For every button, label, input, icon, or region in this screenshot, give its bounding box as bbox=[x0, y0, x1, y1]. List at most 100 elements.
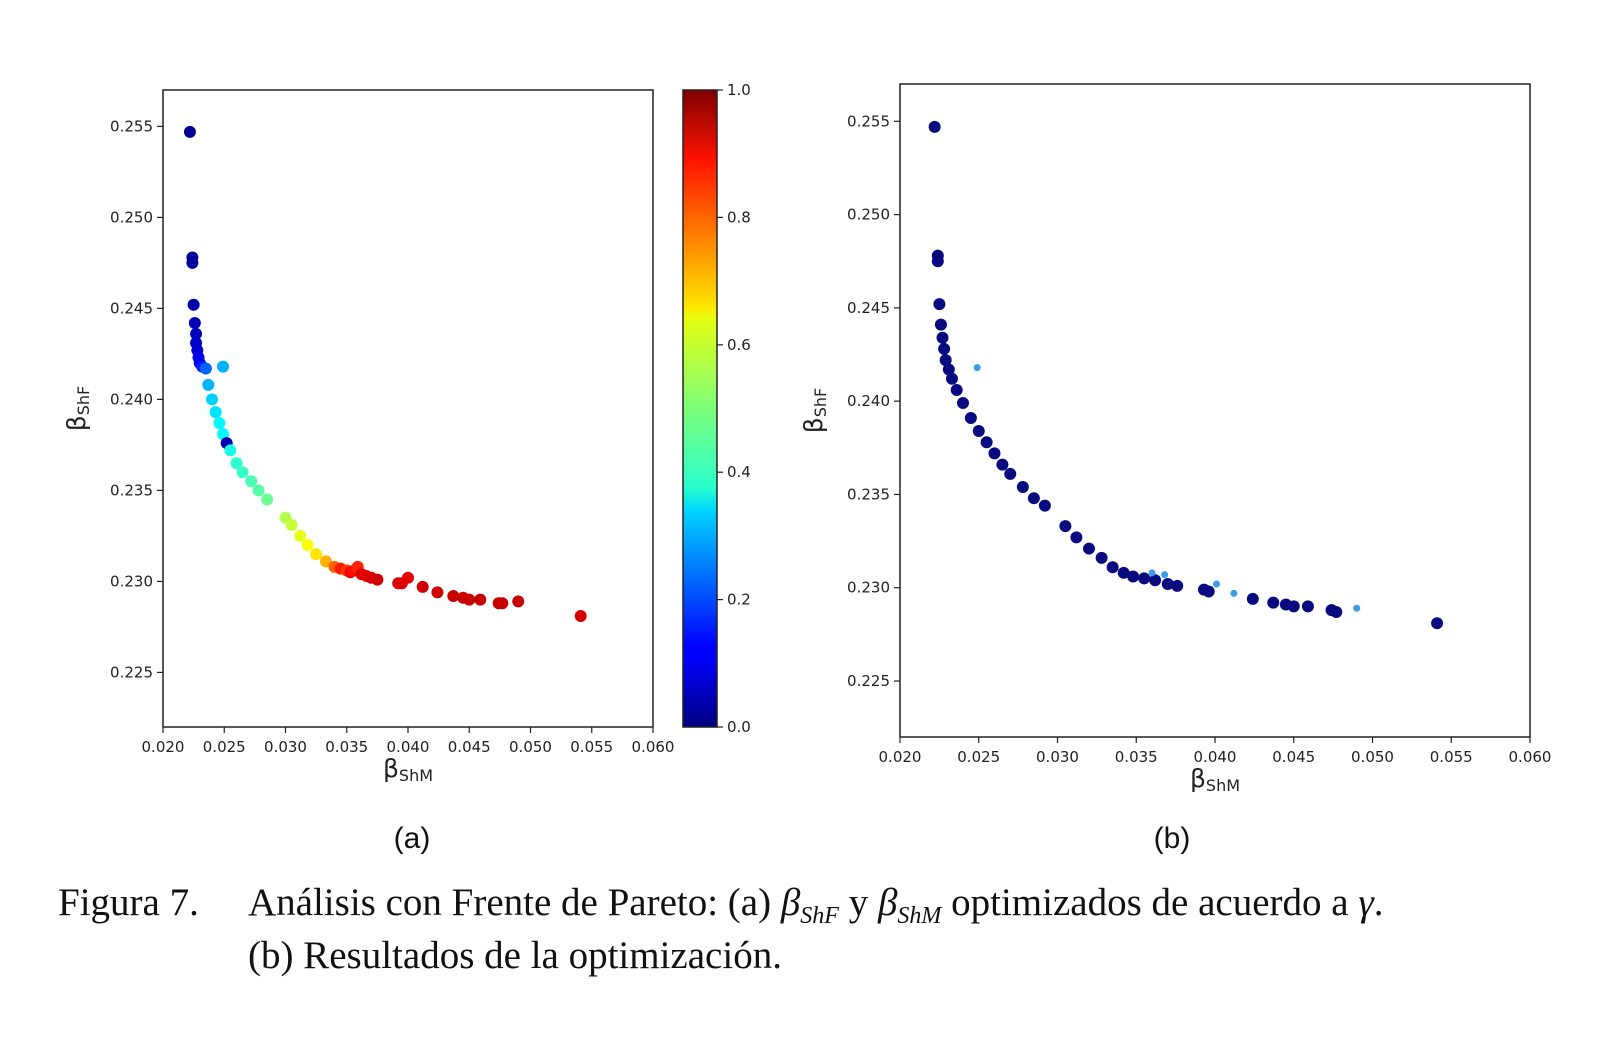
x-axis-label-b: βShM bbox=[1190, 764, 1240, 795]
scatter-point bbox=[980, 436, 993, 449]
x-tick-label: 0.025 bbox=[203, 738, 246, 756]
y-tick-label: 0.235 bbox=[110, 481, 153, 499]
colorbar-tick-label: 0.8 bbox=[727, 208, 751, 226]
scatter-point bbox=[402, 571, 414, 584]
colorbar: 0.0 0.2 0.4 0.6 0.8 1.0 bbox=[682, 81, 751, 736]
scatter-point bbox=[416, 580, 429, 593]
colorbar-gradient bbox=[682, 89, 718, 728]
scatter-point bbox=[206, 393, 218, 406]
scatter-point bbox=[463, 593, 476, 606]
scatter-point bbox=[1117, 566, 1130, 579]
scatter-point bbox=[199, 362, 212, 375]
y-tick-label: 0.255 bbox=[847, 112, 890, 130]
scatter-point bbox=[1301, 600, 1314, 613]
scatter-point bbox=[1353, 604, 1361, 612]
caption-line-1: Análisis con Frente de Pareto: (a) βShF … bbox=[248, 881, 1383, 929]
y-axis-label-b: βShF bbox=[799, 388, 830, 433]
y-tick-label: 0.235 bbox=[847, 485, 890, 503]
scatter-point bbox=[1083, 542, 1095, 555]
scatter-point bbox=[202, 378, 215, 391]
x-tick-label: 0.030 bbox=[1036, 748, 1079, 766]
scatter-point bbox=[933, 298, 946, 311]
x-tick-label: 0.040 bbox=[387, 738, 430, 756]
scatter-point bbox=[1070, 531, 1083, 544]
scatter-point bbox=[1149, 574, 1162, 587]
scatter-point bbox=[431, 586, 444, 599]
x-tick-label: 0.040 bbox=[1194, 748, 1237, 766]
scatter-point bbox=[261, 493, 274, 506]
scatter-point bbox=[934, 318, 947, 331]
scatter-point bbox=[209, 406, 222, 419]
x-tick-label: 0.060 bbox=[1509, 748, 1552, 766]
scatter-point bbox=[1202, 585, 1215, 598]
scatter-points-b bbox=[928, 120, 1444, 630]
y-tick-label: 0.225 bbox=[110, 663, 153, 681]
scatter-point bbox=[957, 397, 969, 410]
x-tick-label: 0.030 bbox=[264, 738, 307, 756]
scatter-point bbox=[1059, 520, 1072, 533]
scatter-point bbox=[245, 475, 258, 488]
scatter-point bbox=[1138, 572, 1151, 585]
colorbar-tick-label: 1.0 bbox=[727, 81, 751, 99]
x-axis-ticks-a: 0.020 0.025 0.030 0.035 0.040 0.045 0.050 0.055… bbox=[142, 727, 675, 756]
scatter-point bbox=[1330, 605, 1343, 618]
scatter-point bbox=[224, 444, 237, 457]
x-tick-label: 0.060 bbox=[632, 738, 675, 756]
x-tick-label: 0.055 bbox=[1430, 748, 1473, 766]
y-tick-label: 0.240 bbox=[110, 390, 153, 408]
x-tick-label: 0.050 bbox=[509, 738, 552, 756]
x-tick-label: 0.020 bbox=[142, 738, 185, 756]
y-tick-label: 0.255 bbox=[110, 117, 153, 135]
scatter-point bbox=[1171, 579, 1184, 592]
scatter-point bbox=[931, 255, 944, 268]
scatter-point bbox=[1213, 580, 1221, 588]
scatter-point bbox=[1004, 467, 1017, 480]
scatter-point bbox=[371, 573, 384, 586]
scatter-point bbox=[213, 417, 226, 430]
y-tick-label: 0.230 bbox=[110, 572, 153, 590]
colorbar-ticks: 0.0 0.2 0.4 0.6 0.8 1.0 bbox=[717, 81, 751, 736]
colorbar-tick-label: 0.6 bbox=[727, 336, 751, 354]
y-tick-label: 0.225 bbox=[847, 672, 890, 690]
y-tick-label: 0.250 bbox=[110, 208, 153, 226]
colorbar-tick-label: 0.0 bbox=[727, 718, 751, 736]
scatter-point bbox=[938, 342, 951, 355]
colorbar-tick-label: 0.4 bbox=[727, 463, 751, 481]
panel-label-a: (a) bbox=[394, 822, 431, 855]
y-tick-label: 0.245 bbox=[110, 299, 153, 317]
scatter-point bbox=[1148, 569, 1156, 577]
scatter-point bbox=[190, 327, 203, 340]
scatter-point bbox=[230, 457, 243, 470]
scatter-point bbox=[496, 597, 509, 610]
scatter-point bbox=[319, 555, 332, 568]
scatter-point bbox=[1287, 600, 1300, 613]
scatter-point bbox=[236, 466, 249, 479]
x-tick-label: 0.050 bbox=[1351, 748, 1394, 766]
x-tick-label: 0.035 bbox=[1115, 748, 1158, 766]
scatter-point bbox=[1095, 551, 1108, 564]
scatter-point bbox=[1161, 578, 1174, 591]
scatter-point bbox=[574, 609, 587, 622]
caption-line-2: (b) Resultados de la optimización. bbox=[248, 934, 782, 977]
y-tick-label: 0.230 bbox=[847, 579, 890, 597]
y-tick-label: 0.240 bbox=[847, 392, 890, 410]
scatter-point bbox=[996, 458, 1009, 471]
scatter-point bbox=[474, 593, 487, 606]
scatter-point bbox=[294, 529, 307, 542]
y-axis-ticks-b: 0.225 0.230 0.235 0.240 0.245 0.250 0.255 bbox=[847, 112, 900, 690]
scatter-point bbox=[973, 364, 981, 372]
scatter-point bbox=[1027, 492, 1040, 505]
x-axis-ticks-b: 0.020 0.025 0.030 0.035 0.040 0.045 0.050 0.055… bbox=[879, 737, 1552, 766]
x-tick-label: 0.020 bbox=[879, 748, 922, 766]
scatter-point bbox=[252, 484, 265, 497]
scatter-point bbox=[972, 425, 985, 438]
x-tick-label: 0.025 bbox=[957, 748, 1000, 766]
y-axis-ticks-a: 0.225 0.230 0.235 0.240 0.245 0.250 0.255 bbox=[110, 117, 163, 681]
scatter-point bbox=[301, 539, 314, 551]
scatter-point bbox=[950, 383, 963, 396]
y-tick-label: 0.245 bbox=[847, 299, 890, 317]
scatter-point bbox=[1038, 499, 1051, 512]
x-axis-label-a: βShM bbox=[383, 754, 433, 785]
caption-number: Figura 7. bbox=[58, 881, 199, 924]
